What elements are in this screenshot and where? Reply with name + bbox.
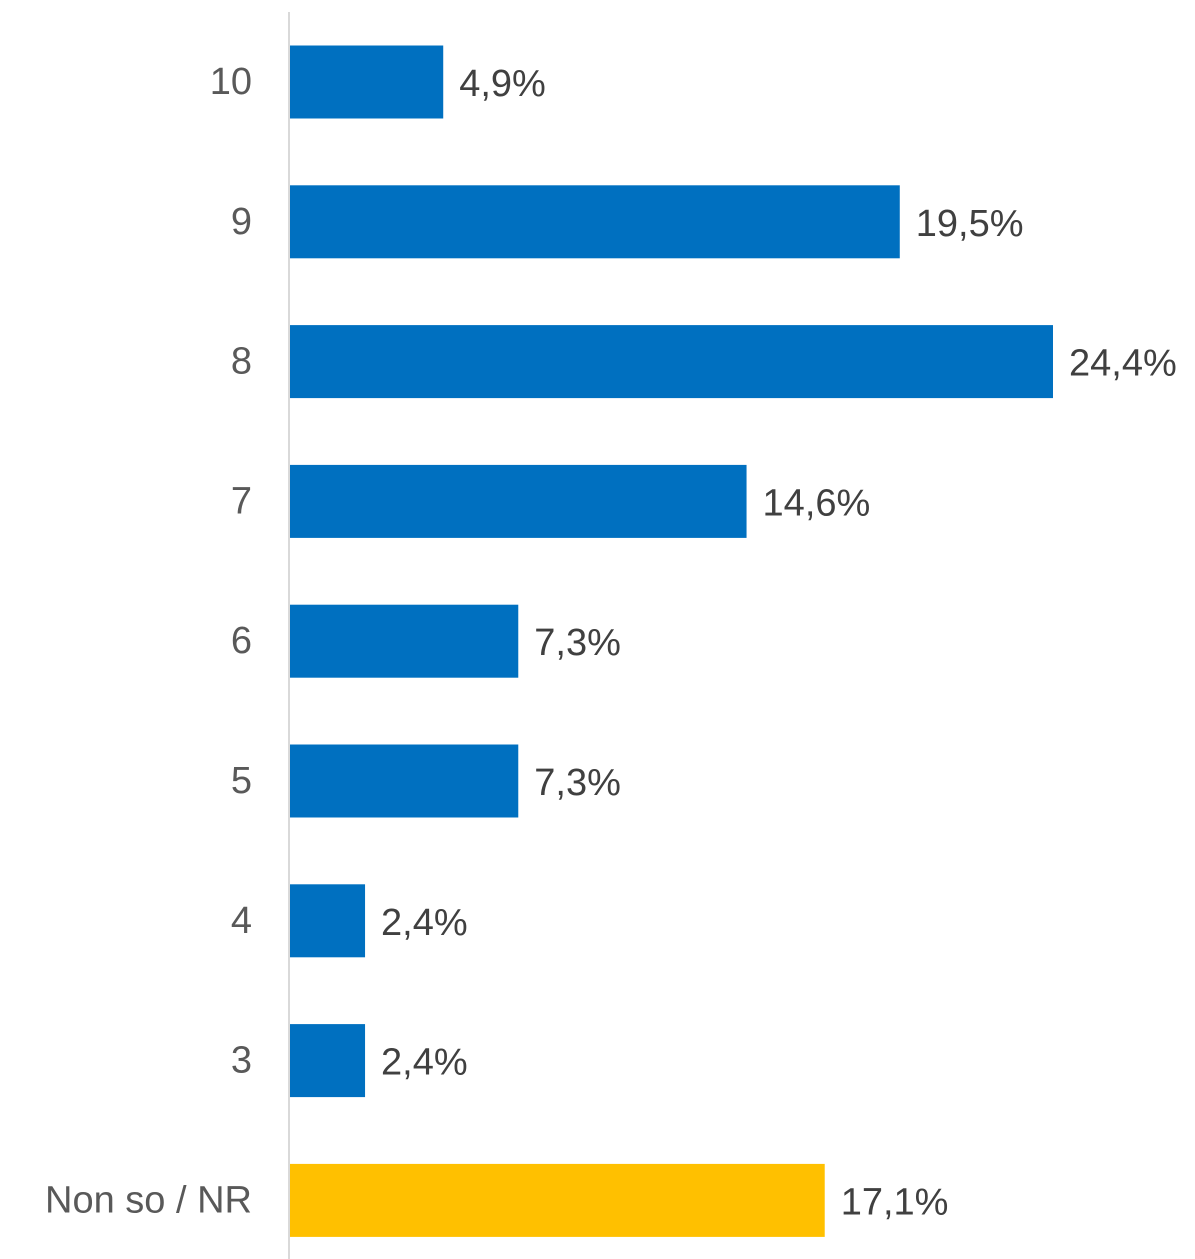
bar-3 bbox=[290, 1024, 366, 1098]
bar-10 bbox=[290, 45, 444, 119]
category-label-7: 7 bbox=[231, 480, 252, 522]
labels-group: 10 4,9% 9 19,5% 8 24,4% 7 14,6% 6 7,3% 5 7,3% 4 2,4% 3… bbox=[45, 61, 1177, 1223]
category-label-10: 10 bbox=[210, 61, 252, 103]
bar-non-so-nr bbox=[290, 1163, 825, 1237]
value-label-6: 7,3% bbox=[534, 622, 621, 664]
bar-9 bbox=[290, 185, 900, 259]
category-label-4: 4 bbox=[231, 900, 252, 942]
value-label-10: 4,9% bbox=[459, 63, 546, 105]
bar-7 bbox=[290, 464, 747, 538]
category-label-8: 8 bbox=[231, 341, 252, 383]
bar-8 bbox=[290, 325, 1053, 399]
bar-4 bbox=[290, 884, 366, 958]
bar-5 bbox=[290, 744, 519, 818]
category-label-non-so-nr: Non so / NR bbox=[45, 1179, 252, 1221]
value-label-5: 7,3% bbox=[534, 762, 621, 804]
value-label-3: 2,4% bbox=[381, 1042, 468, 1084]
bars-group bbox=[290, 45, 1053, 1237]
category-label-9: 9 bbox=[231, 201, 252, 243]
value-label-8: 24,4% bbox=[1069, 343, 1177, 385]
category-label-6: 6 bbox=[231, 620, 252, 662]
value-label-9: 19,5% bbox=[916, 203, 1024, 245]
value-label-4: 2,4% bbox=[381, 902, 468, 944]
category-label-5: 5 bbox=[231, 760, 252, 802]
bar-6 bbox=[290, 604, 519, 678]
category-label-3: 3 bbox=[231, 1040, 252, 1082]
value-label-7: 14,6% bbox=[763, 482, 871, 524]
value-label-non-so-nr: 17,1% bbox=[841, 1181, 949, 1223]
